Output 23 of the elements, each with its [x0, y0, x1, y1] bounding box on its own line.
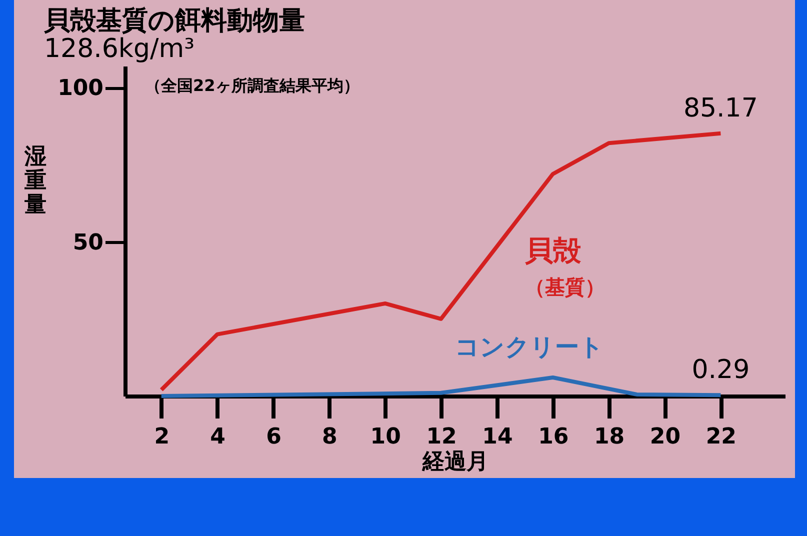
y-tick-label: 50 — [72, 230, 104, 256]
x-tick-label: 2 — [154, 424, 170, 450]
annotation: 0.29 — [692, 355, 750, 386]
x-tick-label: 6 — [266, 424, 282, 450]
x-tick-label: 18 — [594, 424, 625, 450]
series-label: 貝殻 — [524, 234, 582, 267]
x-tick-label: 14 — [482, 424, 513, 450]
chart-title: 貝殻基質の餌料動物量 — [43, 6, 305, 36]
annotation: （全国22ヶ所調査結果平均） — [145, 76, 360, 95]
x-tick-label: 22 — [706, 424, 736, 450]
x-tick-label: 8 — [322, 424, 338, 450]
x-tick-label: 12 — [426, 424, 457, 450]
x-tick-label: 10 — [370, 424, 401, 450]
annotation: 85.17 — [683, 93, 758, 124]
x-tick-label: 4 — [210, 424, 226, 450]
y-tick-label: 100 — [58, 76, 104, 102]
series-label: コンクリート — [455, 333, 604, 361]
x-tick-label: 20 — [650, 424, 681, 450]
chart-subtitle: 128.6kg/m³ — [44, 34, 195, 64]
x-tick-label: 16 — [538, 424, 569, 450]
y-axis-title: 湿重量 — [24, 144, 46, 218]
x-axis-title: 経過月 — [422, 450, 488, 474]
annotation: （基質） — [525, 275, 605, 299]
